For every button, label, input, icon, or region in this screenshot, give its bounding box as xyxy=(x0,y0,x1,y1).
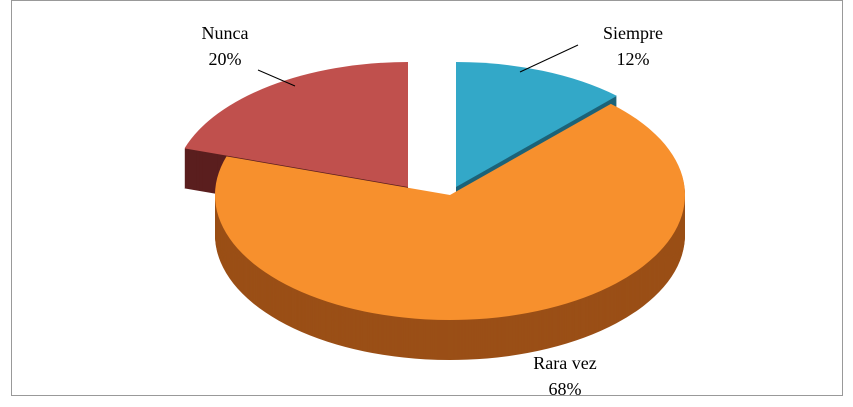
slice-label: Nunca xyxy=(202,23,249,43)
slice xyxy=(456,62,617,187)
leader-line xyxy=(519,44,579,73)
slice-value-label: 20% xyxy=(209,49,242,69)
slice-label: Rara vez xyxy=(533,353,596,373)
slice xyxy=(215,103,685,320)
slice-value-label: 12% xyxy=(617,49,650,69)
slice-value-label: 68% xyxy=(549,379,582,399)
slice-label: Siempre xyxy=(603,23,663,43)
leader-line xyxy=(257,69,296,87)
slice xyxy=(184,62,408,187)
